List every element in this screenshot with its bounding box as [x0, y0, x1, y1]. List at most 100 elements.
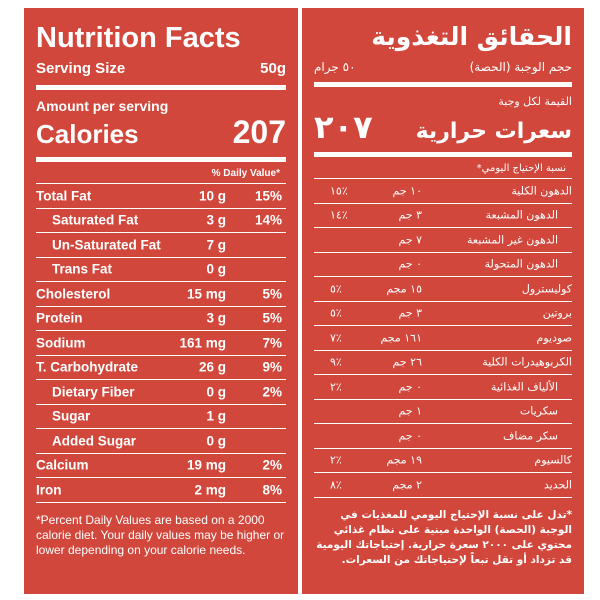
nutrient-row: Sugar 1 g	[36, 405, 286, 429]
nutrient-row: سكريات ١ جم	[314, 400, 572, 424]
nutrient-name: الدهون غير المشبعة	[467, 233, 558, 247]
nutrient-name: Added Sugar	[52, 433, 137, 449]
nutrient-amount: 19 mg	[186, 457, 226, 473]
daily-value: ٪٧	[330, 331, 342, 345]
arabic-panel: الحقائق التغذوية حجم الوجبة (الحصة) ٥٠ ج…	[302, 8, 584, 594]
serving-size-label: حجم الوجبة (الحصة)	[469, 60, 572, 74]
english-panel: Nutrition Facts Serving Size 50g Amount …	[24, 8, 298, 594]
nutrient-row: Sodium 161 mg 7%	[36, 331, 286, 356]
daily-value: ٪٢	[330, 453, 342, 467]
nutrient-name: سكر مضاف	[502, 429, 558, 443]
nutrient-name: الدهون المشبعة	[485, 208, 558, 222]
nutrient-row: كالسيوم ١٩ مجم ٪٢	[314, 449, 572, 473]
daily-value: 15%	[254, 188, 282, 204]
title: الحقائق التغذوية	[371, 22, 572, 51]
nutrient-amount: ١٦١ مجم	[380, 331, 422, 345]
nutrient-row: الألياف الغذائية ٠ جم ٪٢	[314, 375, 572, 400]
nutrient-row: Total Fat 10 g 15%	[36, 184, 286, 209]
calories-label: Calories	[36, 119, 139, 149]
nutrient-name: Iron	[36, 482, 62, 498]
footnote: *Percent Daily Values are based on a 200…	[36, 512, 285, 557]
nutrient-amount: 0 g	[206, 261, 226, 277]
nutrient-name: Un-Saturated Fat	[52, 237, 161, 253]
nutrient-name: T. Carbohydrate	[36, 359, 139, 375]
nutrient-amount: 0 g	[206, 433, 226, 449]
nutrient-amount: 15 mg	[186, 286, 226, 302]
nutrient-name: كوليسترول	[521, 282, 572, 296]
daily-value: 14%	[254, 212, 282, 228]
nutrient-amount: 3 g	[206, 212, 226, 228]
nutrient-name: Sodium	[36, 335, 86, 351]
footnote: *تدل على نسبة الإحتياج اليومي للمغذيات ف…	[316, 508, 572, 566]
nutrient-amount: ٧ جم	[398, 233, 422, 247]
daily-value: ٪٨	[330, 478, 342, 492]
nutrient-name: Calcium	[36, 457, 89, 473]
serving-size-value: 50g	[260, 60, 286, 77]
serving-size: حجم الوجبة (الحصة) ٥٠ جرام	[314, 60, 572, 87]
nutrient-name: صوديوم	[536, 331, 572, 345]
nutrient-name: Saturated Fat	[52, 212, 139, 228]
nutrient-amount: 0 g	[206, 384, 226, 400]
nutrient-row: الدهون الكلية ١٠ جم ٪١٥	[314, 179, 572, 204]
nutrient-row: Iron 2 mg 8%	[36, 478, 286, 503]
nutrient-name: Protein	[36, 310, 83, 326]
nutrient-row: Dietary Fiber 0 g 2%	[36, 380, 286, 405]
daily-value: ٪٥	[330, 306, 342, 320]
nutrient-row: Added Sugar 0 g	[36, 429, 286, 454]
nutrient-row: الدهون غير المشبعة ٧ جم	[314, 228, 572, 253]
nutrient-amount: ١٩ مجم	[386, 453, 422, 467]
calories-value: 207	[232, 114, 286, 150]
nutrient-amount: 26 g	[198, 359, 226, 375]
nutrient-name: الألياف الغذائية	[490, 380, 558, 394]
nutrient-row: صوديوم ١٦١ مجم ٪٧	[314, 326, 572, 351]
daily-value-header: % Daily Value*	[36, 162, 286, 184]
nutrient-name: Cholesterol	[36, 286, 111, 302]
nutrient-row: الدهون المتحولة ٠ جم	[314, 253, 572, 277]
daily-value: ٪١٤	[330, 208, 348, 222]
nutrient-amount: ٣ جم	[398, 306, 422, 320]
calories: Calories 207	[36, 114, 286, 162]
nutrient-amount: 7 g	[206, 237, 226, 253]
nutrient-row: بروتين ٣ جم ٪٥	[314, 302, 572, 326]
daily-value: 7%	[262, 335, 282, 351]
nutrient-amount: ٢٦ جم	[392, 355, 422, 369]
nutrient-name: Dietary Fiber	[52, 384, 135, 400]
nutrient-amount: ١ جم	[398, 404, 422, 418]
nutrient-name: Total Fat	[36, 188, 92, 204]
nutrient-name: الدهون المتحولة	[484, 257, 558, 271]
daily-value: 5%	[262, 310, 282, 326]
nutrient-row: كوليسترول ١٥ مجم ٪٥	[314, 277, 572, 302]
daily-value: 8%	[262, 482, 282, 498]
daily-value: ٪٢	[330, 380, 342, 394]
nutrient-name: Sugar	[52, 408, 91, 424]
nutrient-amount: ١٠ جم	[392, 184, 422, 198]
nutrient-row: Protein 3 g 5%	[36, 307, 286, 331]
nutrient-name: الحديد	[543, 478, 572, 492]
nutrient-rows: Total Fat 10 g 15% Saturated Fat 3 g 14% Un-Sa…	[36, 184, 286, 503]
nutrient-amount: ٠ جم	[398, 429, 422, 443]
nutrient-row: Un-Saturated Fat 7 g	[36, 233, 286, 258]
nutrient-row: سكر مضاف ٠ جم	[314, 424, 572, 449]
nutrient-name: الكربوهيدرات الكلية	[482, 355, 572, 369]
calories-label: سعرات حرارية	[415, 119, 572, 144]
nutrient-amount: 3 g	[206, 310, 226, 326]
serving-size-value: ٥٠ جرام	[314, 60, 356, 74]
daily-value: 5%	[262, 286, 282, 302]
serving-size-label: Serving Size	[36, 60, 126, 77]
amount-per-serving: Amount per serving	[36, 98, 169, 114]
nutrient-amount: ٣ جم	[398, 208, 422, 222]
nutrient-name: سكريات	[519, 404, 558, 418]
nutrient-row: T. Carbohydrate 26 g 9%	[36, 356, 286, 380]
nutrient-row: الكربوهيدرات الكلية ٢٦ جم ٪٩	[314, 351, 572, 375]
daily-value: 2%	[262, 457, 282, 473]
nutrient-rows: الدهون الكلية ١٠ جم ٪١٥ الدهون المشبعة ٣ جم ٪…	[314, 179, 572, 498]
nutrient-amount: ٠ جم	[398, 380, 422, 394]
nutrient-row: Trans Fat 0 g	[36, 258, 286, 282]
daily-value: 9%	[262, 359, 282, 375]
nutrient-row: Saturated Fat 3 g 14%	[36, 209, 286, 233]
nutrient-name: Trans Fat	[52, 261, 113, 277]
title: Nutrition Facts	[36, 22, 241, 54]
nutrient-amount: ١٥ مجم	[386, 282, 422, 296]
nutrient-amount: 2 mg	[194, 482, 226, 498]
